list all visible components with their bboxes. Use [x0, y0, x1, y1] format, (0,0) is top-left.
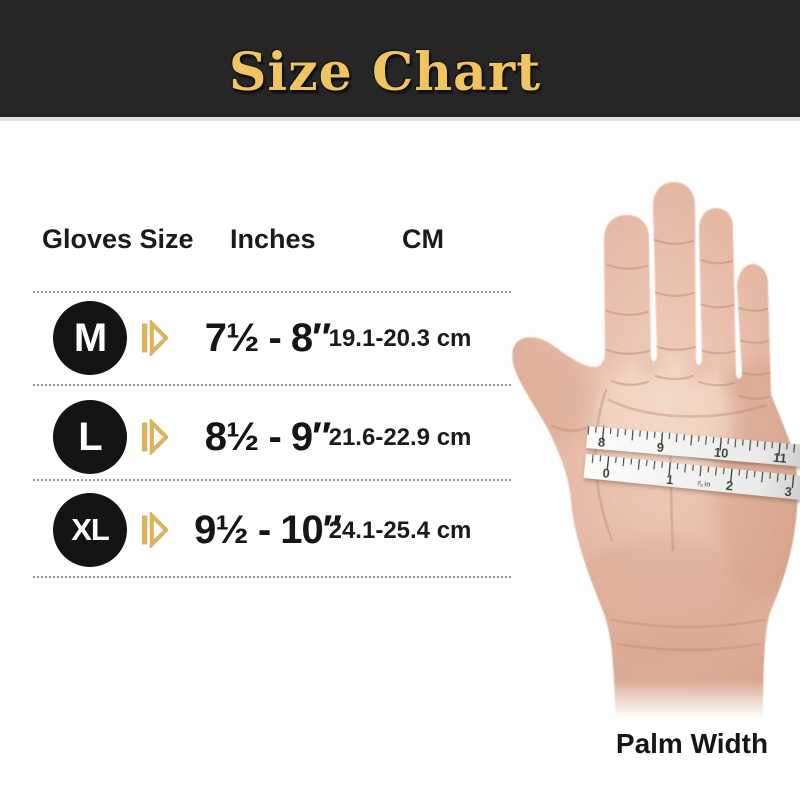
row-divider — [33, 576, 511, 578]
cm-value: 24.1-25.4 cm — [328, 517, 472, 544]
tape-number: 2 — [725, 478, 734, 494]
row-divider — [33, 479, 511, 481]
arrow-icon — [141, 512, 168, 548]
column-header-inches: Inches — [230, 224, 316, 254]
column-header-gloves-size: Gloves Size — [42, 224, 194, 254]
cm-value: 19.1-20.3 cm — [328, 325, 472, 352]
measuring-tape: 8 9 10 11 0 1 ⅞ in 2 3 — [583, 426, 800, 501]
size-badge-m: M — [53, 301, 127, 375]
column-header-cm: CM — [402, 224, 444, 254]
size-badge-l: L — [53, 400, 127, 474]
tape-number: 0 — [602, 465, 611, 481]
header-banner: Size Chart — [0, 0, 800, 121]
cm-value: 21.6-22.9 cm — [328, 424, 472, 451]
wrist-fade — [585, 680, 785, 720]
tape-strip-bottom: 0 1 ⅞ in 2 3 — [583, 454, 800, 501]
inches-value: 9½ - 10″ — [194, 508, 342, 552]
inches-value: 7½ - 8″ — [204, 316, 332, 360]
hand-photo: 8 9 10 11 0 1 ⅞ in 2 3 — [512, 182, 800, 720]
row-divider — [33, 291, 511, 293]
tape-number: 11 — [772, 450, 787, 466]
tape-number: 1 — [665, 472, 674, 488]
tape-strip-top: 8 9 10 11 — [586, 426, 800, 467]
row-divider — [33, 384, 511, 386]
inches-value: 8½ - 9″ — [204, 415, 332, 459]
tape-small-label: ⅞ in — [696, 480, 711, 488]
palm-width-caption: Palm Width — [615, 728, 769, 759]
size-badge-xl: XL — [53, 493, 127, 567]
arrow-icon — [141, 320, 168, 356]
page-title: Size Chart — [228, 42, 542, 103]
tape-number: 3 — [784, 484, 793, 500]
tape-number: 10 — [713, 445, 729, 461]
tape-number: 9 — [656, 440, 665, 456]
arrow-icon — [141, 419, 168, 455]
tape-number: 8 — [597, 434, 606, 450]
